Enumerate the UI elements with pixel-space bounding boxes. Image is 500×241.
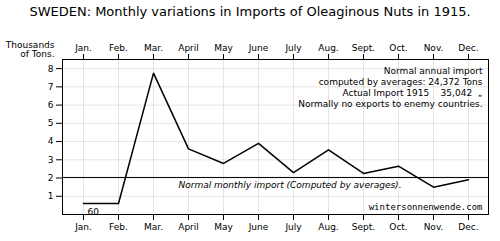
svg-text:wintersonnenwende.com: wintersonnenwende.com xyxy=(369,202,483,212)
svg-text:1: 1 xyxy=(48,191,54,201)
svg-text:May: May xyxy=(214,43,233,53)
svg-text:8: 8 xyxy=(48,63,54,73)
html-text:SWEDEN: Monthly variations in: SWEDEN: Monthly variations in Imports of… xyxy=(29,4,471,19)
svg-text:July: July xyxy=(284,222,302,232)
svg-text:Jan.: Jan. xyxy=(74,43,92,53)
svg-text:Oct.: Oct. xyxy=(389,222,407,232)
svg-text:April: April xyxy=(178,43,199,53)
svg-text:Mar.: Mar. xyxy=(144,43,163,53)
svg-text:7: 7 xyxy=(48,82,54,92)
svg-text:Aug.: Aug. xyxy=(318,43,338,53)
svg-text:June: June xyxy=(248,222,269,232)
svg-text:Aug.: Aug. xyxy=(318,222,338,232)
svg-text:April: April xyxy=(178,222,199,232)
svg-text:6: 6 xyxy=(48,100,54,110)
svg-text:5: 5 xyxy=(48,118,54,128)
svg-text:4: 4 xyxy=(48,136,54,146)
svg-text:60: 60 xyxy=(88,207,100,217)
svg-text:Thousandsof Tons.: Thousandsof Tons. xyxy=(5,40,55,59)
svg-text:Jan.: Jan. xyxy=(74,222,92,232)
svg-text:June: June xyxy=(248,43,269,53)
svg-text:3: 3 xyxy=(48,155,54,165)
svg-text:Mar.: Mar. xyxy=(144,222,163,232)
svg-text:2: 2 xyxy=(48,173,54,183)
svg-text:Oct.: Oct. xyxy=(389,43,407,53)
svg-text:Dec.: Dec. xyxy=(458,222,478,232)
svg-text:Sept.: Sept. xyxy=(352,43,375,53)
svg-text:Sept.: Sept. xyxy=(352,222,375,232)
svg-text:Feb.: Feb. xyxy=(109,43,128,53)
svg-text:July: July xyxy=(284,43,302,53)
svg-text:May: May xyxy=(214,222,233,232)
svg-text:Nov.: Nov. xyxy=(424,43,444,53)
svg-text:Feb.: Feb. xyxy=(109,222,128,232)
svg-text:Nov.: Nov. xyxy=(424,222,444,232)
svg-text:Normal annual importcomputed b: Normal annual importcomputed by averages… xyxy=(298,65,483,109)
svg-text:Normal monthly import (Compute: Normal monthly import (Computed by avera… xyxy=(179,180,402,190)
svg-text:Dec.: Dec. xyxy=(458,43,478,53)
